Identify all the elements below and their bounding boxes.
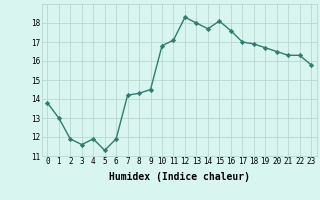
X-axis label: Humidex (Indice chaleur): Humidex (Indice chaleur) bbox=[109, 172, 250, 182]
